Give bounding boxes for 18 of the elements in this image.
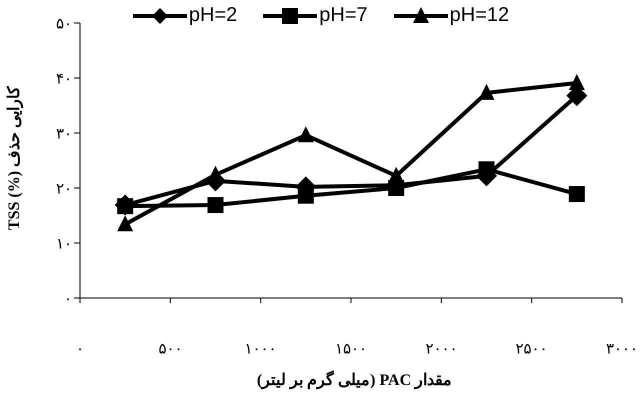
y-tick-label: ۱۰ <box>56 236 72 252</box>
y-tick-label: ۳۰ <box>56 126 72 142</box>
y-tick-label: ۰ <box>64 291 72 308</box>
y-tick-label: ۲۰ <box>56 181 72 198</box>
x-axis-title: مقدار PAC (میلی گرم بر لیتر) <box>256 370 454 390</box>
y-tick-label: ۵۰ <box>56 16 72 32</box>
legend-label: pH=7 <box>319 4 368 27</box>
y-tick-label: ۴۰ <box>56 71 72 88</box>
x-tick-label: ۳۰۰۰ <box>606 342 638 358</box>
legend-label: pH=2 <box>188 4 238 27</box>
x-tick-label: ۰ <box>76 342 84 358</box>
x-tick-label: ۵۰۰ <box>158 342 182 358</box>
legend-label: pH=12 <box>450 4 510 27</box>
x-tick-label: ۱۵۰۰ <box>335 342 367 358</box>
x-tick-label: ۲۵۰۰ <box>516 342 548 358</box>
x-tick-label: ۱۰۰۰ <box>244 342 277 358</box>
y-axis-title: کارایی حذف (%) TSS <box>5 84 24 232</box>
x-tick-label: ۲۰۰۰ <box>425 342 458 358</box>
